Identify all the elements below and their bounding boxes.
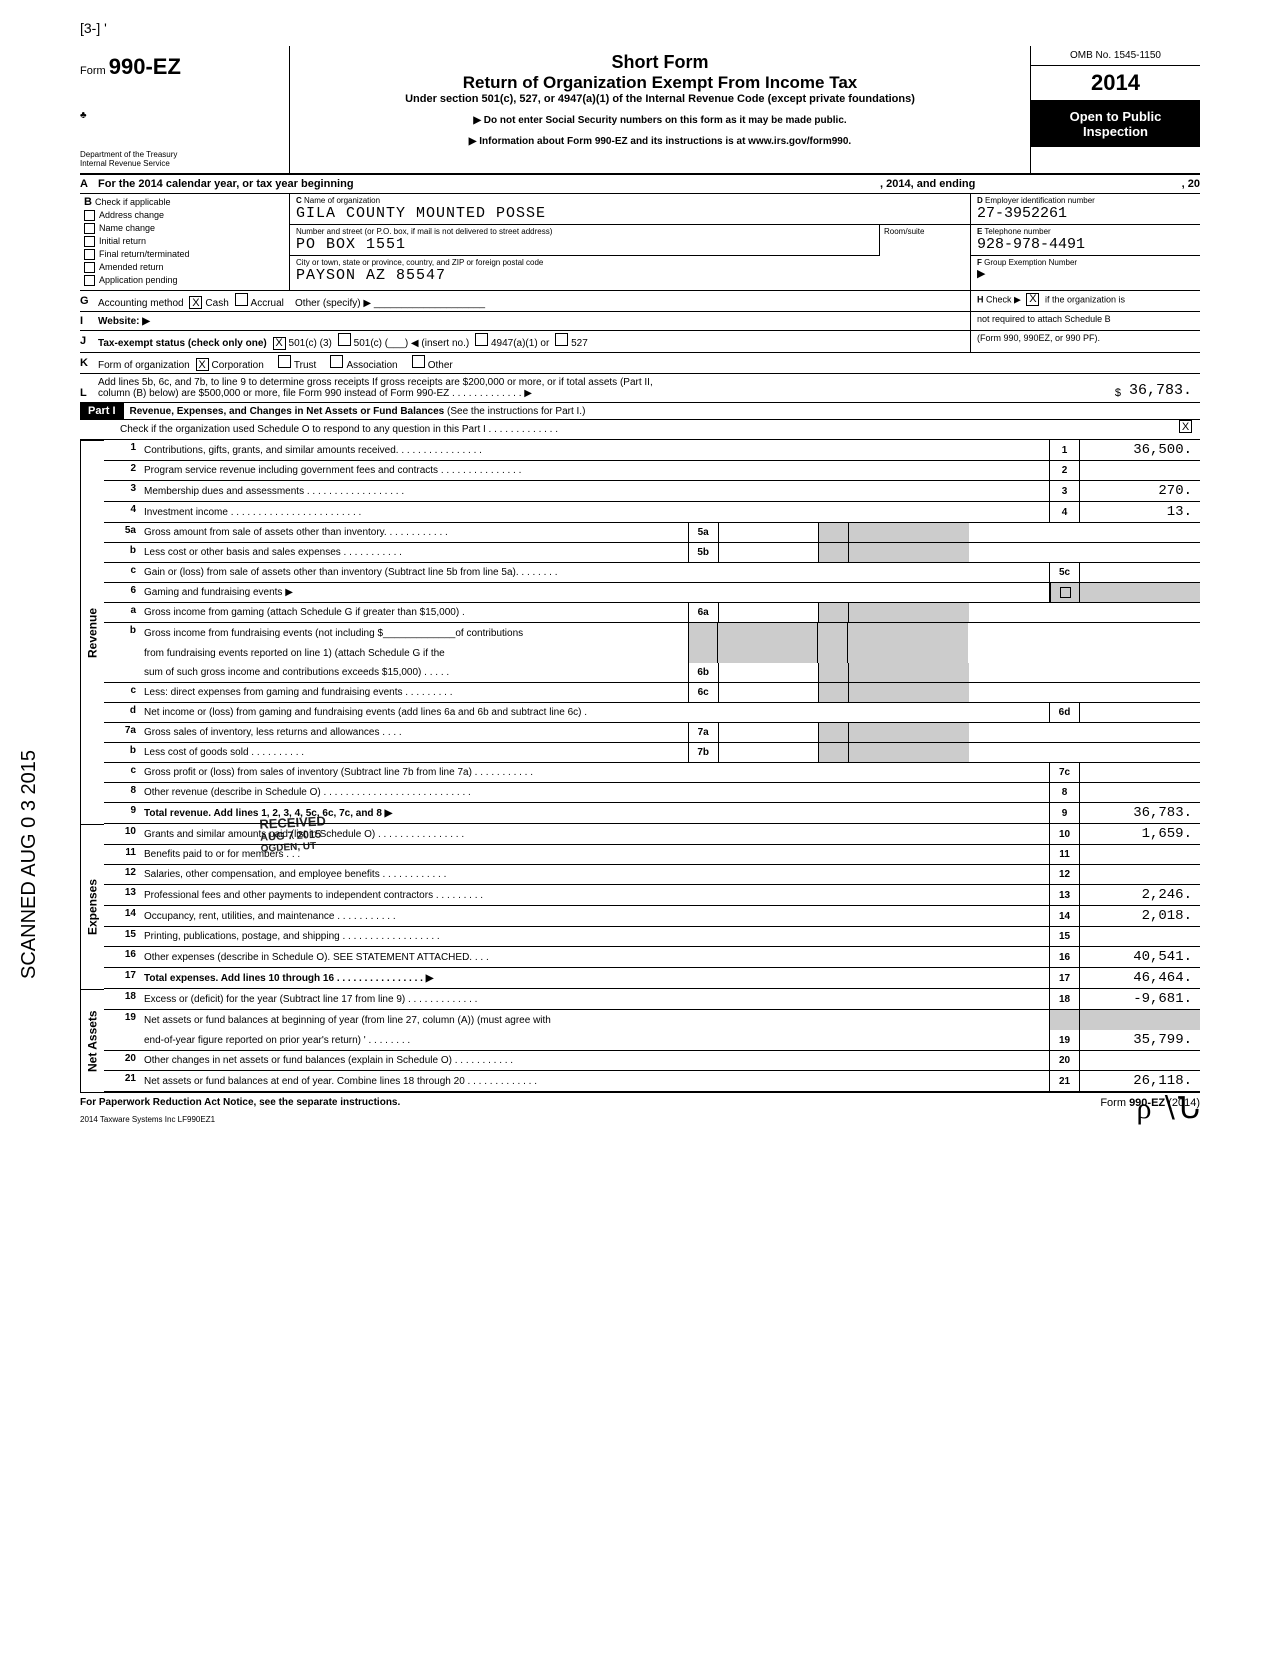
omb-number: OMB No. 1545-1150 [1031,46,1200,66]
chk-name-change[interactable]: Name change [84,223,285,234]
address-cell: Number and street (or P.O. box, if mail … [290,225,880,256]
part1-check: Check if the organization used Schedule … [80,420,1200,440]
line-K: K Form of organization XCorporation Trus… [80,353,1200,375]
val-1: 36,500. [1080,440,1200,460]
group-exemption-cell: F Group Exemption Number ▶ [971,256,1200,284]
dept-treasury: Department of the Treasury Internal Reve… [80,151,283,169]
val-3: 270. [1080,481,1200,501]
chk-accrual[interactable] [235,293,248,306]
signature-mark: ρ ∖Ն [1137,1091,1200,1126]
chk-501c[interactable] [338,333,351,346]
room-suite-cell: Room/suite [880,225,970,256]
chk-corp[interactable]: X [196,358,209,371]
form-number: Form 990-EZ [80,54,283,80]
part1-header: Part I Revenue, Expenses, and Changes in… [80,403,1200,420]
subtitle: Under section 501(c), 527, or 4947(a)(1)… [300,93,1020,105]
side-net-assets: Net Assets [80,989,104,1092]
side-revenue: Revenue [80,440,104,824]
line-H: H Check ▶ X if the organization is [970,291,1200,312]
val-10: 1,659. [1080,824,1200,844]
city-cell: City or town, state or province, country… [290,256,970,286]
chk-501c3[interactable]: X [273,337,286,350]
open-inspection: Open to Public Inspection [1031,101,1200,147]
top-mark: [3-] ' [80,20,1200,36]
org-name-cell: C Name of organization GILA COUNTY MOUNT… [290,194,970,225]
val-16: 40,541. [1080,947,1200,967]
title-return: Return of Organization Exempt From Incom… [300,73,1020,93]
chk-4947[interactable] [475,333,488,346]
line-J: J Tax-exempt status (check only one) X50… [80,331,970,352]
val-9: 36,783. [1080,803,1200,823]
title-short-form: Short Form [300,52,1020,73]
phone-cell: E Telephone number 928-978-4491 [971,225,1200,256]
H-note3: (Form 990, 990EZ, or 990 PF). [970,331,1200,352]
line-L: L Add lines 5b, 6c, and 7b, to line 9 to… [80,374,1200,403]
val-17: 46,464. [1080,968,1200,988]
chk-trust[interactable] [278,355,291,368]
phone: 928-978-4491 [977,236,1194,253]
address: PO BOX 1551 [296,236,873,253]
scanned-stamp: SCANNED AUG 0 3 2015 [18,750,41,979]
line-A: A For the 2014 calendar year, or tax yea… [80,175,1200,194]
ein-cell: D Employer identification number 27-3952… [971,194,1200,225]
col-B-checkboxes: B Check if applicable Address change Nam… [80,194,290,290]
val-21: 26,118. [1080,1071,1200,1091]
chk-H[interactable]: X [1026,293,1039,306]
val-18: -9,681. [1080,989,1200,1009]
val-14: 2,018. [1080,906,1200,926]
note-ssn: ▶ Do not enter Social Security numbers o… [300,115,1020,126]
chk-other-org[interactable] [412,355,425,368]
val-4: 13. [1080,502,1200,522]
chk-amended[interactable]: Amended return [84,262,285,273]
H-note2: not required to attach Schedule B [970,312,1200,330]
footer-tiny: 2014 Taxware Systems Inc LF990EZ1 [80,1113,1200,1126]
line-G: G Accounting method XCash Accrual Other … [80,291,970,312]
chk-assoc[interactable] [330,355,343,368]
val-2 [1080,461,1200,480]
org-name: GILA COUNTY MOUNTED POSSE [296,205,964,222]
gross-receipts: 36,783. [1121,382,1200,399]
chk-527[interactable] [555,333,568,346]
chk-schedule-o[interactable]: X [1179,420,1192,433]
val-13: 2,246. [1080,885,1200,905]
received-stamp: RECEIVED AUG 7 2015 OGDEN, UT [259,814,327,855]
city: PAYSON AZ 85547 [296,267,964,284]
val-19: 35,799. [1080,1030,1200,1050]
tax-year: 2014 [1031,66,1200,101]
chk-final-return[interactable]: Final return/terminated [84,249,285,260]
chk-initial-return[interactable]: Initial return [84,236,285,247]
ein: 27-3952261 [977,205,1194,222]
chk-pending[interactable]: Application pending [84,275,285,286]
form-header: Form 990-EZ ♣ Department of the Treasury… [80,46,1200,175]
chk-address-change[interactable]: Address change [84,210,285,221]
footer: For Paperwork Reduction Act Notice, see … [80,1092,1200,1113]
note-info: ▶ Information about Form 990-EZ and its … [300,136,1020,147]
line-I: I Website: ▶ [80,312,970,330]
chk-cash[interactable]: X [189,296,202,309]
side-expenses: Expenses [80,824,104,989]
